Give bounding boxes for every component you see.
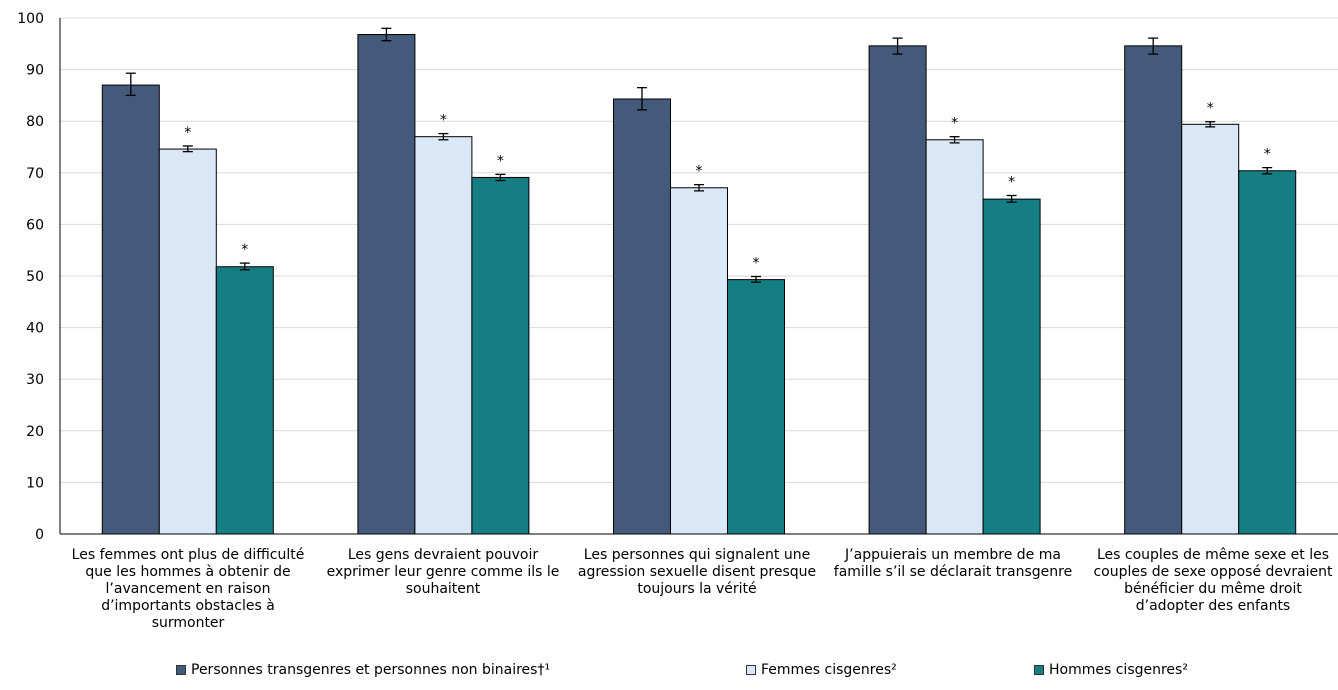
bar — [868, 45, 927, 535]
significance-marker: * — [440, 113, 447, 129]
bar — [414, 136, 473, 535]
y-tick-label: 80 — [26, 114, 44, 130]
significance-marker: * — [241, 242, 248, 258]
legend-label: Hommes cisgenres² — [1049, 662, 1188, 678]
bar — [357, 34, 416, 535]
legend-swatch — [746, 665, 756, 675]
category-label: J’appuierais un membre de ma famille s’i… — [833, 547, 1073, 580]
legend-swatch — [1034, 665, 1044, 675]
significance-marker: * — [497, 153, 504, 169]
category-label: Les femmes ont plus de difficulté que le… — [71, 547, 305, 631]
y-tick-label: 40 — [26, 321, 44, 337]
y-tick-label: 0 — [35, 527, 44, 543]
legend-swatch — [176, 665, 186, 675]
category-label: Les couples de même sexe et les couples … — [1093, 547, 1333, 614]
legend-item-cis-men: Hommes cisgenres² — [1034, 659, 1188, 681]
category-label: Les gens devraient pouvoir exprimer leur… — [326, 547, 560, 597]
y-tick-label: 90 — [26, 63, 44, 79]
significance-marker: * — [753, 256, 760, 272]
significance-marker: * — [1008, 175, 1015, 191]
bar — [925, 139, 984, 535]
legend-label: Personnes transgenres et personnes non b… — [191, 662, 551, 678]
y-tick-label: 30 — [26, 372, 44, 388]
bar — [158, 148, 217, 535]
bar — [1181, 123, 1240, 535]
bar — [982, 198, 1041, 535]
bar — [1238, 170, 1297, 535]
category-label: Les personnes qui signalent une agressio… — [577, 547, 817, 597]
significance-marker: * — [184, 125, 191, 141]
y-tick-label: 20 — [26, 424, 44, 440]
y-tick-label: 100 — [17, 11, 44, 27]
bar — [101, 84, 160, 535]
bar — [727, 279, 785, 535]
significance-marker: * — [1264, 147, 1271, 163]
significance-marker: * — [951, 116, 958, 132]
legend-item-transgender: Personnes transgenres et personnes non b… — [176, 659, 550, 681]
y-tick-label: 50 — [26, 269, 44, 285]
legend-item-cis-women: Femmes cisgenres² — [746, 659, 897, 681]
significance-marker: * — [1207, 101, 1214, 117]
legend-label: Femmes cisgenres² — [761, 662, 897, 678]
y-tick-label: 70 — [26, 166, 44, 182]
bar — [471, 176, 530, 535]
y-tick-label: 60 — [26, 217, 44, 233]
significance-marker: * — [696, 164, 703, 180]
bar — [1124, 45, 1183, 535]
bar — [613, 98, 671, 535]
bar — [670, 187, 728, 535]
y-tick-label: 10 — [26, 475, 44, 491]
bar — [215, 266, 274, 535]
